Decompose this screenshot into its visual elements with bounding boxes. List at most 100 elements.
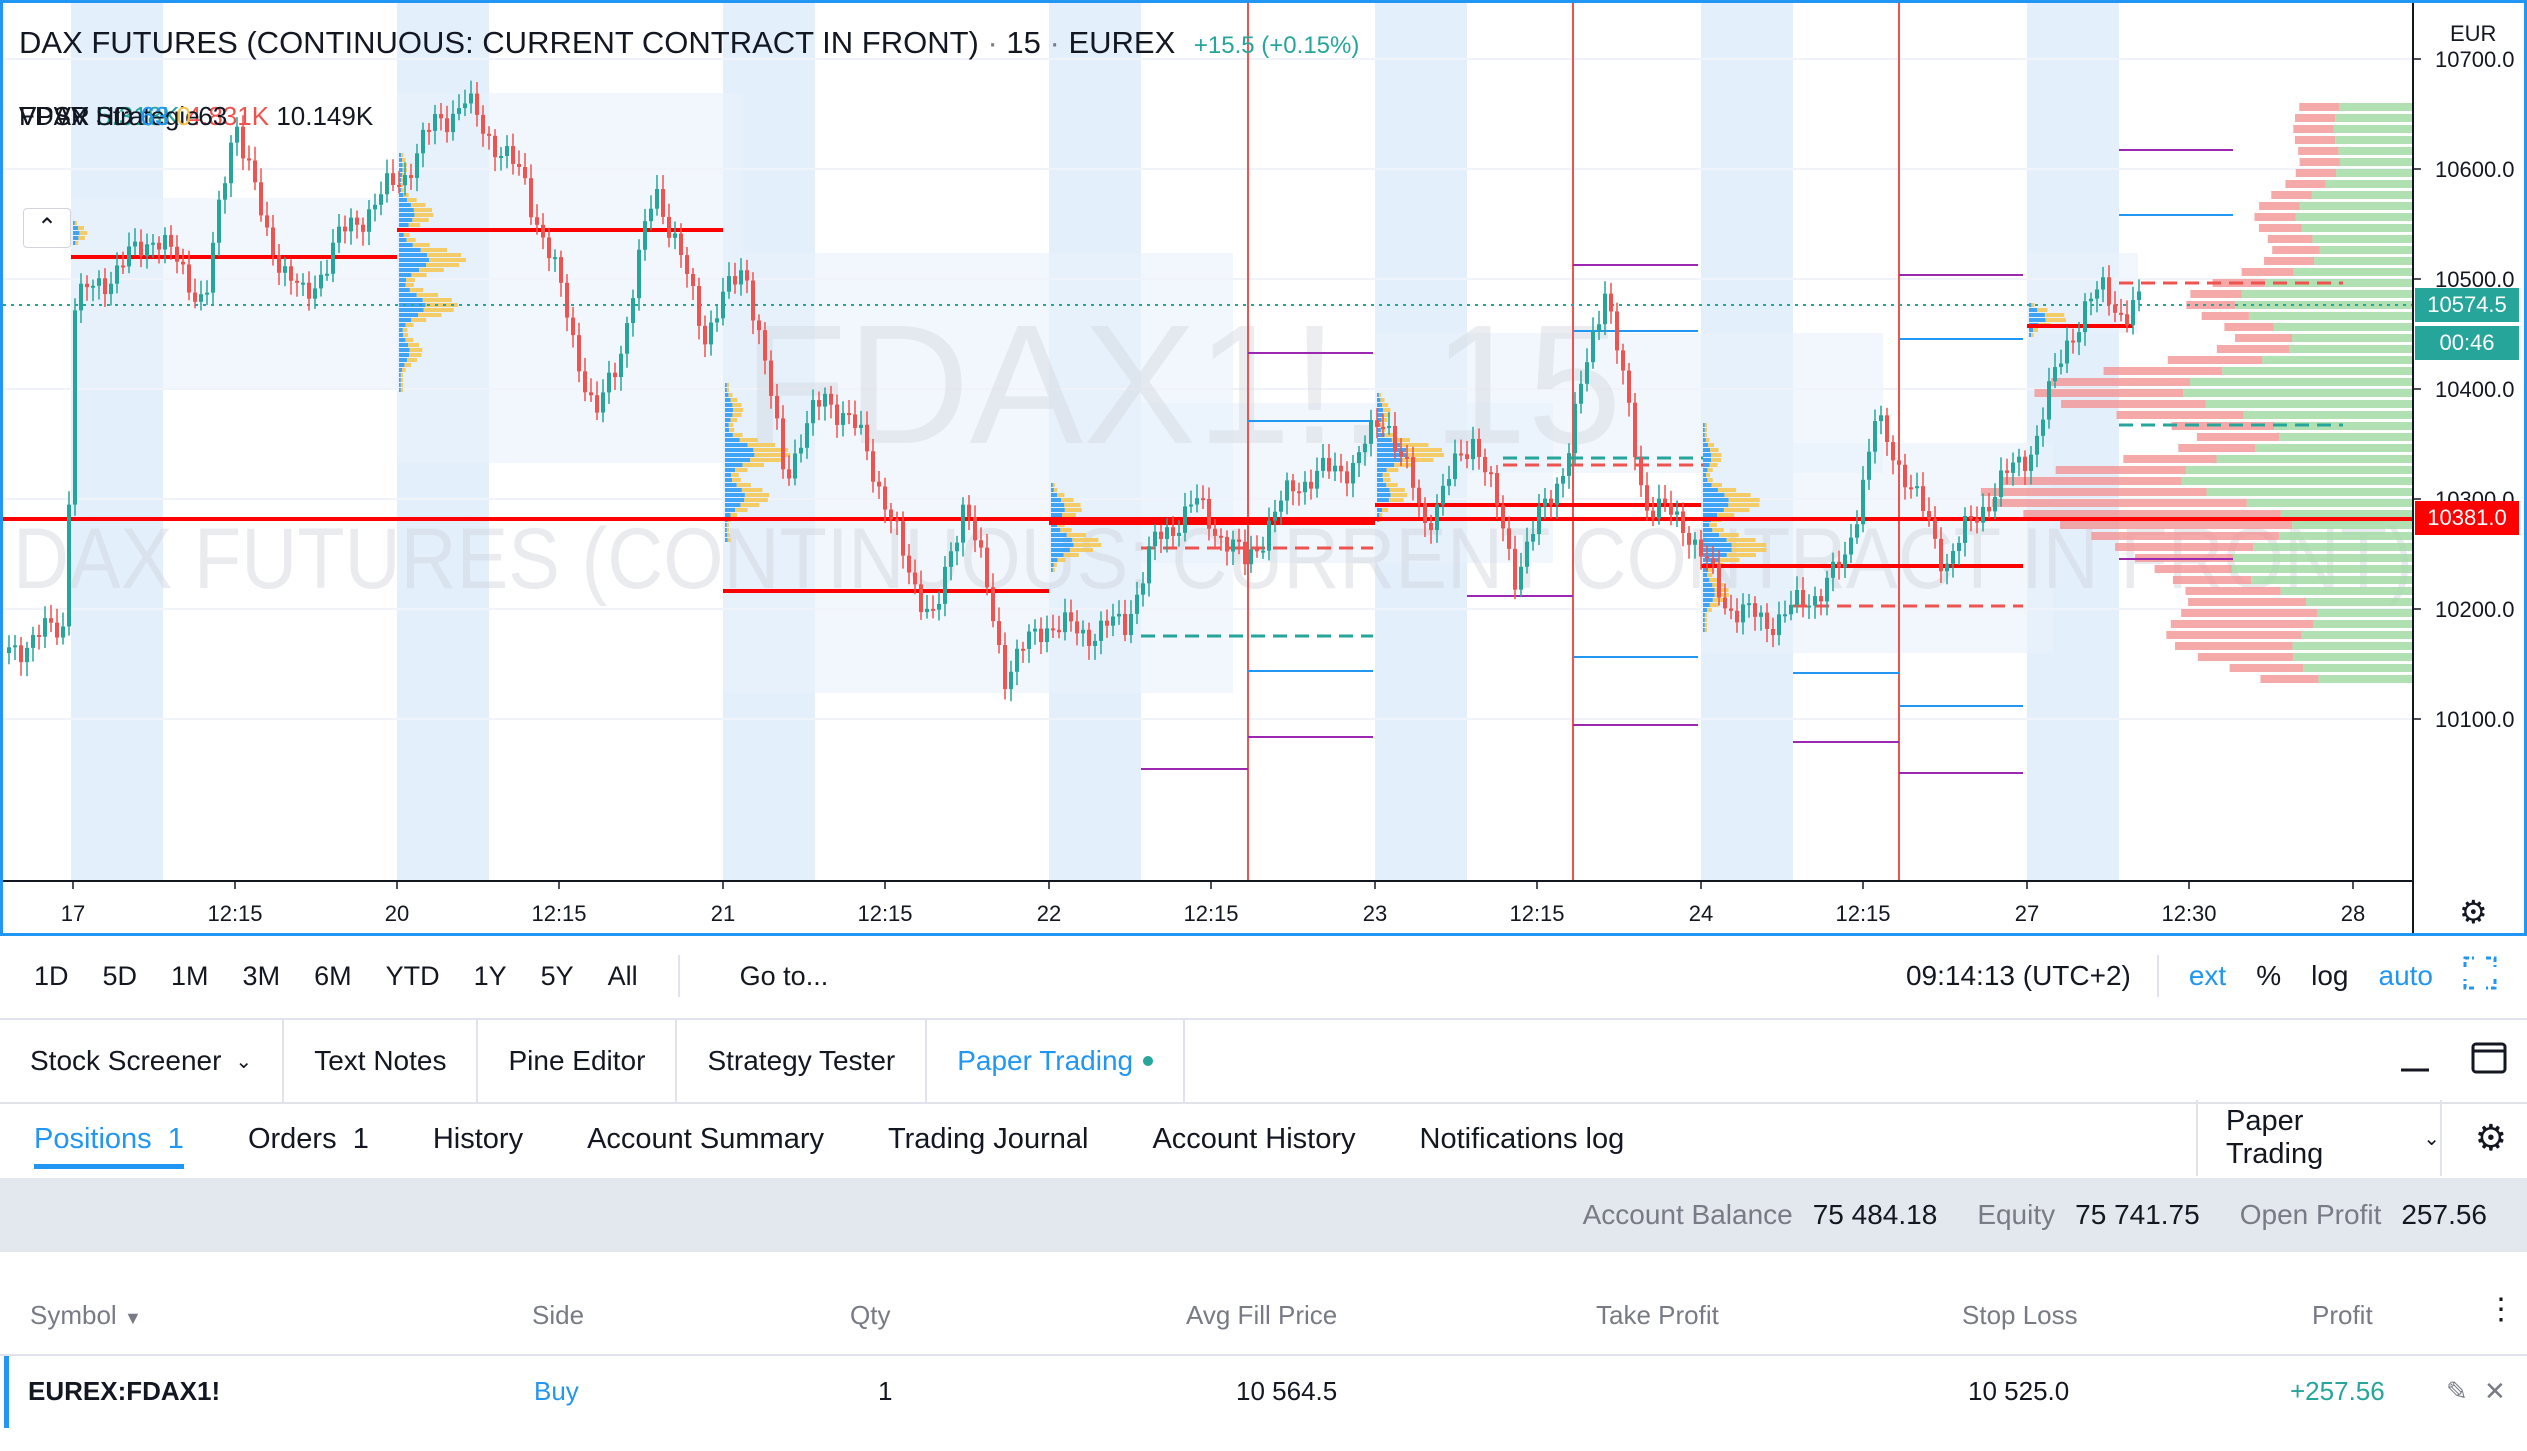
volume-profile-bar [79,231,88,235]
tf-3m[interactable]: 3M [242,960,281,991]
candle-body [1957,542,1961,552]
tf-1y[interactable]: 1Y [473,960,507,991]
candle-body [997,621,1001,646]
vpvr-legend[interactable]: VPVR 5.318K 4.831K 10.149K [19,101,374,131]
cell-stop-loss[interactable]: 10 525.0 [1968,1376,2070,1406]
account-settings-gear-icon[interactable]: ⚙ [2474,1117,2507,1158]
vpvr-up-bar [2280,510,2413,518]
tab-strategy-tester[interactable]: Strategy Tester [677,1020,928,1102]
currency-label[interactable]: EUR [2450,21,2497,46]
tf-1d[interactable]: 1D [34,960,69,991]
candle-body [1375,420,1379,427]
vpvr-up-bar [2311,191,2413,199]
candle-body [781,418,785,470]
volume-profile-bar [1394,463,1416,467]
time-axis-label: 22 [1037,901,1061,926]
candle-body [1783,614,1787,617]
vpvr-up-bar [2183,389,2413,397]
tab-history[interactable]: History [432,1122,524,1155]
time-axis-label: 12:15 [207,901,262,926]
candle-body [991,587,995,622]
candle-body [841,413,845,425]
candle-body [1051,628,1055,631]
tab-text-notes[interactable]: Text Notes [284,1020,479,1102]
volume-profile-bar [2037,308,2048,312]
tf-5d[interactable]: 5D [102,960,138,991]
volume-profile-bar [726,528,729,532]
level-price-tag: 10381.0 [2415,501,2519,535]
candle-body [973,516,977,541]
auto-toggle[interactable]: auto [2378,960,2434,991]
percent-toggle[interactable]: % [2256,960,2282,991]
candle-body [1867,451,1871,480]
cell-symbol[interactable]: EUREX:FDAX1! [28,1376,221,1406]
chart-pane[interactable]: FDAX1!, 15 DAX FUTURES (CONTINUOUS: CURRE… [0,0,2527,936]
volume-profile-bar [402,328,408,332]
tf-5y[interactable]: 5Y [540,960,574,991]
volume-profile-bar [399,323,406,327]
tab-stock-screener[interactable]: Stock Screener ⌄ [0,1020,285,1102]
volume-profile-bar [1703,533,1720,537]
col-avg-fill[interactable]: Avg Fill Price [1186,1300,1338,1330]
volume-profile-bar [1719,533,1739,537]
account-select[interactable]: Paper Trading ⌄ [2196,1100,2442,1176]
vpvr-up-bar [2251,576,2413,584]
close-icon[interactable]: ✕ [2484,1376,2506,1406]
tab-account-summary[interactable]: Account Summary [587,1122,824,1155]
maximize-icon[interactable] [2471,1042,2507,1081]
tab-account-history[interactable]: Account History [1152,1122,1356,1155]
vpvr-down-bar [1980,488,2207,496]
tf-6m[interactable]: 6M [314,960,352,991]
log-toggle[interactable]: log [2311,960,2349,991]
candle-body [613,372,617,378]
col-stop-loss[interactable]: Stop Loss [1962,1300,2078,1330]
volume-profile-bar [1072,538,1099,542]
fullscreen-icon[interactable] [2463,956,2497,997]
volume-profile-bar [1377,473,1383,477]
tab-paper-trading[interactable]: Paper Trading [927,1020,1186,1102]
table-row[interactable]: EUREX:FDAX1! Buy 1 10 564.5 10 525.0 +25… [0,1356,2527,1428]
col-qty[interactable]: Qty [850,1300,891,1330]
strategy-legend[interactable]: FDAX Strategie [19,101,200,131]
ext-toggle[interactable]: ext [2188,960,2227,991]
tab-notifications-log[interactable]: Notifications log [1419,1122,1625,1155]
tf-ytd[interactable]: YTD [385,960,440,991]
col-profit[interactable]: Profit [2312,1300,2373,1330]
col-side[interactable]: Side [532,1300,585,1330]
candle-body [1597,324,1601,332]
candle-body [1111,616,1115,626]
candle-body [1591,331,1595,363]
candle-body [2017,456,2021,463]
vpvr-down-bar [2166,631,2302,639]
volume-profile-bar [725,443,748,447]
col-take-profit[interactable]: Take Profit [1596,1300,1719,1330]
volume-profile-bar [1057,493,1065,497]
candle-body [2113,304,2117,313]
minimize-icon[interactable] [2399,1042,2431,1081]
tab-trading-journal[interactable]: Trading Journal [888,1122,1089,1155]
tf-1m[interactable]: 1M [171,960,209,991]
goto-button[interactable]: Go to... [739,960,829,991]
cell-profit: +257.56 [2290,1376,2385,1406]
tab-orders[interactable]: Orders 1 [247,1122,369,1155]
settings-gear-icon[interactable]: ⚙ [2459,894,2488,930]
symbol-title[interactable]: DAX FUTURES (CONTINUOUS: CURRENT CONTRAC… [19,25,979,60]
tab-positions[interactable]: Positions 1 [34,1123,184,1169]
candle-body [1747,603,1751,606]
candle-body [2125,314,2129,326]
price-chart[interactable]: FDAX1!, 15 DAX FUTURES (CONTINUOUS: CURRE… [3,3,2527,936]
tab-pine-editor[interactable]: Pine Editor [478,1020,678,1102]
interval-label[interactable]: 15 [1006,25,1041,60]
more-icon[interactable]: ⋮ [2486,1293,2516,1326]
collapse-legend-button[interactable]: ⌃ [23,208,71,248]
edit-icon[interactable]: ✎ [2446,1376,2468,1406]
volume-profile-bar [725,423,729,427]
col-symbol[interactable]: Symbol ▼ [30,1300,142,1330]
vpsv-legend[interactable]: VPSV HD 63 0 63 [19,101,228,131]
candle-body [1585,362,1589,384]
candle-body [205,292,209,295]
candle-body [217,199,221,243]
clock-time[interactable]: 09:14:13 (UTC+2) [1905,960,2131,991]
volume-profile-bar [1377,393,1379,397]
tf-all[interactable]: All [607,960,638,991]
